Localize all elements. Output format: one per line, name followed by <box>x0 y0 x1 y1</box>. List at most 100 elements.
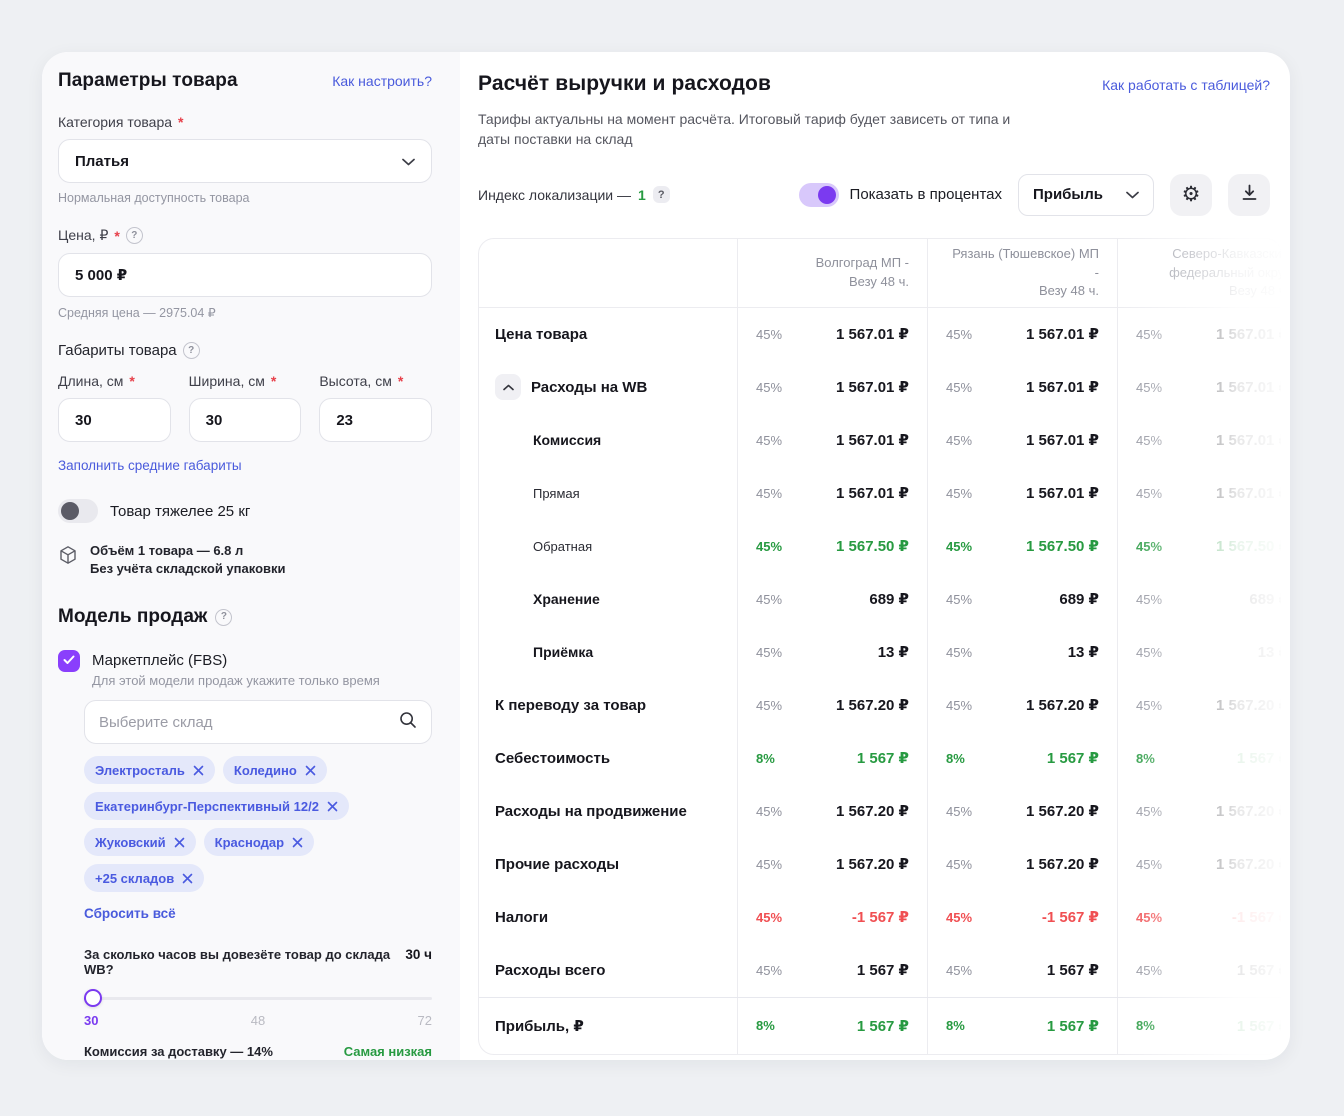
value-cell: 45% 1 567.01 ₽ <box>1117 466 1281 520</box>
row-label-cell: Расходы всего <box>479 944 737 997</box>
lowest-commission-badge: Самая низкая <box>343 1044 432 1059</box>
row-value: 1 567 ₽ <box>1236 1017 1281 1035</box>
row-label-cell: Расходы на продвижение <box>479 785 737 838</box>
height-input[interactable]: 23 <box>319 398 433 442</box>
row-value: 1 567 ₽ <box>856 962 909 980</box>
fill-average-dimensions-link[interactable]: Заполнить средние габариты <box>58 458 242 473</box>
table-row: К переводу за товар 45% 1 567.20 ₽ 45% 1 567… <box>479 678 1281 732</box>
table-row: Прочие расходы 45% 1 567.20 ₽ 45% 1 567.20 ₽… <box>479 837 1282 891</box>
row-percent: 45% <box>756 909 783 925</box>
row-percent: 45% <box>946 432 973 448</box>
row-value: 1 567.01 ₽ <box>1026 379 1099 397</box>
value-cell: 45% 1 567.01 ₽ <box>927 413 1117 467</box>
download-button[interactable] <box>1228 173 1270 216</box>
warehouse-tag[interactable]: +25 складов <box>84 864 205 892</box>
table-row: Расходы на продвижение 45% 1 567.20 ₽ 45% 1 … <box>479 784 1282 838</box>
required-asterisk: * <box>129 373 135 389</box>
table-body: Цена товара 45% 1 567.01 ₽45% 1 567.01 ₽45%… <box>479 307 1282 1054</box>
row-percent: 8% <box>756 1018 775 1034</box>
value-cell: 8% 1 567 ₽ <box>737 997 927 1054</box>
question-icon[interactable]: ? <box>215 608 233 626</box>
warehouse-tag[interactable]: Краснодар <box>203 828 315 856</box>
left-panel-header: Параметры товара Как настроить? <box>58 70 432 92</box>
row-label: Прочие расходы <box>495 855 620 873</box>
box-icon <box>58 545 78 570</box>
close-icon[interactable] <box>193 765 204 776</box>
category-select[interactable]: Платья <box>58 139 432 183</box>
length-input[interactable]: 30 <box>58 398 171 442</box>
warehouse-tag-label: Жуковский <box>95 834 166 850</box>
warehouse-tag[interactable]: Электросталь <box>84 756 215 784</box>
tick-30: 30 <box>84 1013 99 1028</box>
row-value: 1 567.20 ₽ <box>1216 856 1282 874</box>
height-field: Высота, см * 23 <box>319 359 433 442</box>
value-cell: 45% 1 567 ₽ <box>1117 943 1281 997</box>
row-percent: 45% <box>756 803 783 819</box>
question-icon[interactable]: ? <box>125 227 143 244</box>
slider-thumb[interactable] <box>84 989 102 1007</box>
price-input[interactable]: 5 000 ₽ <box>58 253 432 297</box>
collapse-icon[interactable] <box>495 374 521 401</box>
value-cell: 45% 1 567.01 ₽ <box>1117 413 1281 467</box>
question-badge-icon[interactable]: ? <box>652 186 670 204</box>
value-cell: 45% -1 567 ₽ <box>737 890 927 944</box>
row-label-cell: Цена товара <box>479 308 737 361</box>
price-label: Цена, ₽ * ? <box>58 227 432 244</box>
row-value: 1 567.01 ₽ <box>836 326 909 344</box>
table-controls: Индекс локализации — 1 ? Показать в проц… <box>478 173 1282 216</box>
table-row: Расходы на WB 45% 1 567.01 ₽45% 1 567.01 ₽4… <box>479 360 1281 414</box>
localization-value: 1 <box>638 186 646 203</box>
delivery-value: 30 ч <box>405 947 432 962</box>
row-percent: 45% <box>946 538 973 554</box>
search-icon <box>399 711 417 734</box>
row-value: -1 567 ₽ <box>851 909 909 927</box>
warehouse-tag[interactable]: Коледино <box>222 756 327 784</box>
warehouse-search-input[interactable]: Выберите склад <box>84 700 432 744</box>
main-card: Параметры товара Как настроить? Категори… <box>42 52 1290 1060</box>
delivery-slider[interactable] <box>84 989 432 1007</box>
close-icon[interactable] <box>174 837 185 848</box>
settings-button[interactable]: ⚙ <box>1170 173 1212 216</box>
category-helper: Нормальная доступность товара <box>58 191 250 205</box>
table-row: Комиссия 45% 1 567.01 ₽ 45% 1 567.01 ₽ 45% 1 5… <box>479 413 1281 467</box>
value-cell: 45% 1 567.50 ₽ <box>737 519 927 573</box>
row-value: 1 567.20 ₽ <box>1216 803 1282 821</box>
heavy-item-toggle[interactable] <box>58 499 98 523</box>
warehouse-tag[interactable]: Екатеринбург-Перспективный 12/2 <box>84 792 349 820</box>
close-icon[interactable] <box>182 873 193 884</box>
question-icon[interactable]: ? <box>182 342 200 359</box>
delivery-commission: Комиссия за доставку — 14% <box>84 1044 273 1059</box>
table-help-link[interactable]: Как работать с таблицей? <box>1102 77 1270 93</box>
row-percent: 45% <box>1136 326 1163 342</box>
metric-select[interactable]: Прибыль <box>1018 173 1154 216</box>
table-row: Приёмка 45% 13 ₽ 45% 13 ₽ 45% 13 ₽ <box>479 625 1281 679</box>
row-percent: 45% <box>756 538 783 554</box>
show-percent-toggle[interactable] <box>798 182 839 207</box>
required-asterisk: * <box>270 373 277 389</box>
row-label: Приёмка <box>533 644 594 661</box>
row-percent: 45% <box>946 909 973 925</box>
table-row: Обратная 45% 1 567.50 ₽ 45% 1 567.50 ₽ 45% 1 5… <box>479 519 1281 573</box>
required-asterisk: * <box>178 114 184 130</box>
chevron-down-icon <box>402 153 415 170</box>
fbs-checkbox[interactable] <box>58 650 80 672</box>
reset-all-link[interactable]: Сбросить всё <box>84 906 176 921</box>
table-row: Цена товара 45% 1 567.01 ₽45% 1 567.01 ₽45%… <box>479 307 1281 361</box>
row-value: 1 567.20 ₽ <box>836 697 909 715</box>
close-icon[interactable] <box>327 801 338 812</box>
tick-48: 48 <box>250 1013 266 1028</box>
close-icon[interactable] <box>305 765 316 776</box>
width-input[interactable]: 30 <box>188 398 302 442</box>
category-label: Категория товара * <box>58 114 184 130</box>
heavy-item-label: Товар тяжелее 25 кг <box>110 502 251 520</box>
table-row: Налоги 45% -1 567 ₽ 45% -1 567 ₽ 45% -1 567 ₽ <box>479 890 1281 944</box>
table-header: Волгоград МП - Везу 48 ч. Рязань (Тюшевс… <box>479 238 1281 308</box>
fbs-settings: Выберите склад Электросталь Коледино Екате… <box>84 700 432 1059</box>
value-cell: 45% 1 567.20 ₽ <box>927 784 1117 838</box>
how-to-configure-link[interactable]: Как настроить? <box>332 73 432 89</box>
warehouse-tag[interactable]: Жуковский <box>84 828 196 856</box>
close-icon[interactable] <box>292 837 303 848</box>
row-value: 1 567.20 ₽ <box>836 803 909 821</box>
row-percent: 45% <box>946 379 973 395</box>
